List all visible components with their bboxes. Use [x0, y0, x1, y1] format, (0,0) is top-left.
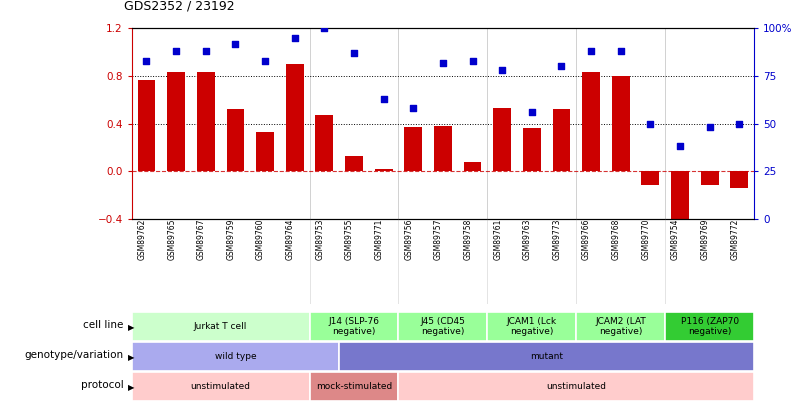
Point — [170, 48, 183, 54]
Text: GDS2352 / 23192: GDS2352 / 23192 — [124, 0, 235, 12]
Bar — [339, 342, 754, 371]
Point — [288, 34, 301, 41]
Text: cell line: cell line — [83, 320, 124, 330]
Bar — [464, 162, 481, 171]
Bar — [493, 108, 511, 171]
Point — [377, 96, 390, 102]
Text: ▶: ▶ — [128, 323, 134, 333]
Bar — [375, 169, 393, 171]
Text: unstimulated: unstimulated — [191, 382, 251, 391]
Point — [437, 60, 449, 66]
Text: GSM89766: GSM89766 — [582, 219, 591, 260]
Text: ▶: ▶ — [128, 353, 134, 362]
Text: genotype/variation: genotype/variation — [25, 350, 124, 360]
Text: mock-stimulated: mock-stimulated — [316, 382, 392, 391]
Bar — [642, 171, 659, 185]
Point — [614, 48, 627, 54]
Text: protocol: protocol — [81, 380, 124, 390]
Bar — [488, 312, 576, 341]
Bar — [666, 312, 754, 341]
Text: GSM89756: GSM89756 — [405, 219, 413, 260]
Point — [348, 50, 361, 56]
Bar — [310, 372, 398, 401]
Text: GSM89757: GSM89757 — [434, 219, 443, 260]
Point — [200, 48, 212, 54]
Point — [140, 58, 153, 64]
Point — [644, 120, 657, 127]
Bar — [612, 76, 630, 171]
Bar — [197, 72, 215, 171]
Bar — [256, 132, 274, 171]
Bar — [132, 342, 339, 371]
Text: ▶: ▶ — [128, 383, 134, 392]
Text: GSM89767: GSM89767 — [197, 219, 206, 260]
Bar — [168, 72, 185, 171]
Bar — [671, 171, 689, 225]
Point — [259, 58, 271, 64]
Point — [318, 25, 330, 32]
Bar — [398, 312, 488, 341]
Point — [585, 48, 598, 54]
Bar — [132, 312, 310, 341]
Text: P116 (ZAP70
negative): P116 (ZAP70 negative) — [681, 317, 739, 336]
Text: wild type: wild type — [215, 352, 256, 361]
Text: GSM89769: GSM89769 — [701, 219, 709, 260]
Text: unstimulated: unstimulated — [547, 382, 606, 391]
Bar — [583, 72, 600, 171]
Bar — [137, 79, 156, 171]
Bar — [576, 312, 666, 341]
Bar — [434, 126, 452, 171]
Text: GSM89772: GSM89772 — [730, 219, 739, 260]
Bar — [315, 115, 334, 171]
Text: GSM89761: GSM89761 — [493, 219, 502, 260]
Point — [525, 109, 538, 115]
Point — [229, 40, 242, 47]
Bar — [345, 156, 363, 171]
Point — [555, 63, 568, 70]
Bar — [310, 312, 398, 341]
Text: GSM89759: GSM89759 — [227, 219, 235, 260]
Text: GSM89765: GSM89765 — [167, 219, 176, 260]
Point — [407, 105, 420, 111]
Text: GSM89773: GSM89773 — [552, 219, 562, 260]
Text: GSM89755: GSM89755 — [345, 219, 354, 260]
Text: GSM89758: GSM89758 — [464, 219, 472, 260]
Point — [703, 124, 716, 130]
Point — [733, 120, 745, 127]
Text: Jurkat T cell: Jurkat T cell — [194, 322, 247, 331]
Text: JCAM1 (Lck
negative): JCAM1 (Lck negative) — [507, 317, 557, 336]
Bar — [227, 109, 244, 171]
Text: GSM89770: GSM89770 — [642, 219, 650, 260]
Bar — [132, 372, 310, 401]
Point — [674, 143, 686, 149]
Bar — [701, 171, 718, 185]
Bar — [398, 372, 754, 401]
Text: J45 (CD45
negative): J45 (CD45 negative) — [421, 317, 465, 336]
Bar — [730, 171, 749, 188]
Text: mutant: mutant — [530, 352, 563, 361]
Text: J14 (SLP-76
negative): J14 (SLP-76 negative) — [329, 317, 380, 336]
Point — [496, 67, 508, 73]
Text: GSM89768: GSM89768 — [612, 219, 621, 260]
Text: GSM89762: GSM89762 — [137, 219, 147, 260]
Text: GSM89760: GSM89760 — [256, 219, 265, 260]
Bar — [405, 127, 422, 171]
Point — [466, 58, 479, 64]
Bar — [552, 109, 571, 171]
Bar — [523, 128, 541, 171]
Text: GSM89754: GSM89754 — [671, 219, 680, 260]
Text: GSM89763: GSM89763 — [523, 219, 531, 260]
Bar — [286, 64, 303, 171]
Text: JCAM2 (LAT
negative): JCAM2 (LAT negative) — [595, 317, 646, 336]
Text: GSM89753: GSM89753 — [315, 219, 324, 260]
Text: GSM89771: GSM89771 — [374, 219, 384, 260]
Text: GSM89764: GSM89764 — [286, 219, 294, 260]
